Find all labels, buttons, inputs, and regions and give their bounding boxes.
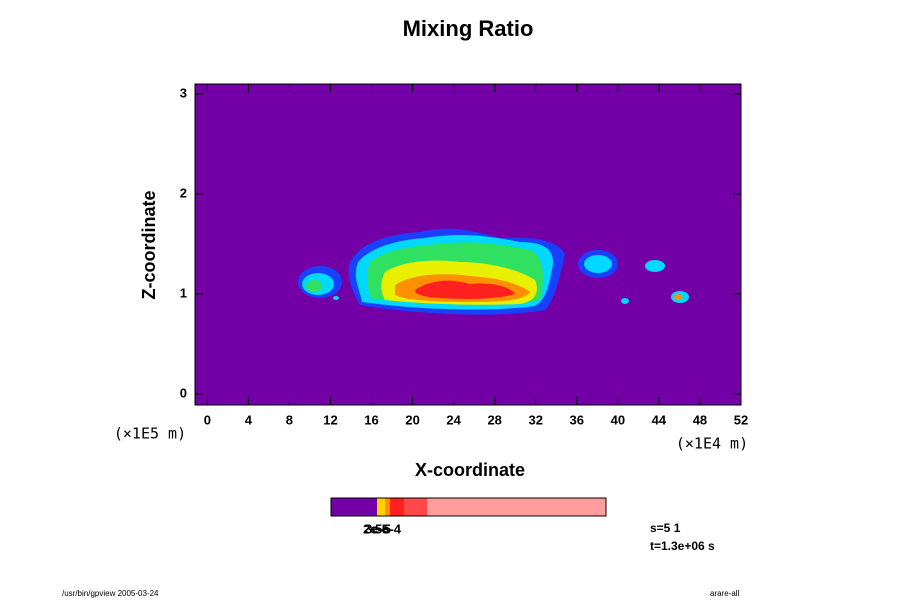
x-unit: (×1E4 m) <box>676 435 748 453</box>
footer-left: /usr/bin/gpview 2005-03-24 <box>62 589 159 598</box>
x-tick-label: 20 <box>405 412 419 427</box>
colorbar-label: 5e-4 <box>375 521 402 536</box>
footer-right: arare-all <box>710 589 740 598</box>
colorbar-swatch <box>331 498 377 516</box>
info-step: s=5 1 <box>650 521 681 535</box>
y-tick-label: 0 <box>180 385 187 400</box>
x-tick-label: 8 <box>286 412 293 427</box>
y-unit: (×1E5 m) <box>114 425 186 443</box>
x-axis-label: X-coordinate <box>415 460 525 480</box>
plot-frame <box>194 83 742 406</box>
x-tick-label: 28 <box>487 412 501 427</box>
x-tick-label: 0 <box>204 412 211 427</box>
x-tick-label: 36 <box>570 412 584 427</box>
colorbar-swatch <box>377 498 385 516</box>
x-tick-label: 32 <box>529 412 543 427</box>
y-tick-label: 3 <box>180 85 187 100</box>
x-tick-label: 24 <box>446 412 461 427</box>
y-tick-label: 2 <box>180 185 187 200</box>
contour-blobs <box>298 228 689 315</box>
x-tick-label: 44 <box>652 412 667 427</box>
x-tick-label: 48 <box>693 412 707 427</box>
colorbar-swatch <box>390 498 404 516</box>
colorbar-swatch <box>385 498 390 516</box>
colorbar-frame <box>330 497 607 517</box>
chart-title: Mixing Ratio <box>403 16 534 41</box>
info-time: t=1.3e+06 s <box>650 539 715 553</box>
x-tick-label: 16 <box>364 412 378 427</box>
colorbar-label: 3e-5 <box>365 521 391 536</box>
x-tick-label: 40 <box>611 412 625 427</box>
x-tick-label: 52 <box>734 412 748 427</box>
x-tick-label: 12 <box>323 412 337 427</box>
colorbar-label: 2e-5 <box>363 521 389 536</box>
colorbar-swatch <box>427 498 606 516</box>
y-axis-label: Z-coordinate <box>139 190 159 299</box>
y-tick-label: 1 <box>180 285 187 300</box>
colorbar-swatch <box>404 498 427 516</box>
x-tick-label: 4 <box>245 412 253 427</box>
